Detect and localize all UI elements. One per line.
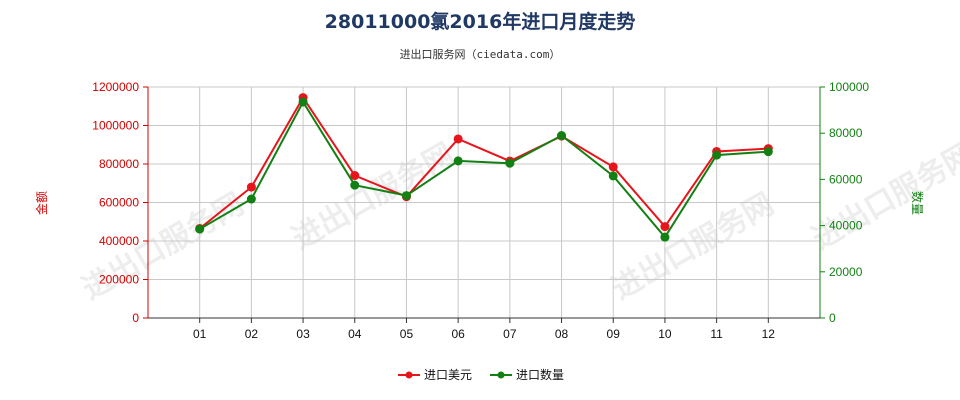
y-right-tick-label: 0	[829, 311, 836, 325]
x-tick-label: 07	[503, 327, 517, 341]
series-point-2	[763, 147, 773, 157]
legend-marker	[497, 371, 505, 379]
y-left-tick-label: 0	[132, 311, 139, 325]
legend-marker	[405, 371, 413, 379]
x-tick-label: 01	[193, 327, 207, 341]
y-right-tick-label: 20000	[829, 265, 863, 279]
y-left-tick-label: 600000	[99, 196, 139, 210]
x-tick-label: 06	[451, 327, 465, 341]
chart-title: 28011000氯2016年进口月度走势	[325, 10, 636, 33]
y-left-tick-label: 1200000	[92, 80, 139, 94]
series-point-2	[557, 131, 567, 141]
series-point-1	[453, 134, 463, 144]
y-right-tick-label: 100000	[829, 80, 869, 94]
series-line-1	[199, 95, 769, 230]
y-right-tick-label: 40000	[829, 219, 863, 233]
chart-subtitle: 进出口服务网（ciedata.com）	[400, 47, 561, 61]
x-tick-label: 04	[348, 327, 362, 341]
series-point-2	[660, 232, 670, 242]
x-tick-label: 03	[296, 327, 310, 341]
y-left-tick-label: 800000	[99, 157, 139, 171]
legend-label: 进口美元	[424, 368, 472, 382]
watermark-text: 进出口服务网	[807, 137, 960, 257]
series-point-2	[453, 156, 463, 166]
legend-item: 进口美元	[398, 368, 472, 382]
tick-labels: 0200000400000600000800000100000012000000…	[92, 80, 869, 341]
series-point-1	[350, 171, 360, 181]
series-point-2	[712, 150, 722, 160]
y-left-tick-label: 400000	[99, 234, 139, 248]
series-point-1	[608, 162, 618, 172]
watermark-text: 进出口服务网	[607, 187, 780, 307]
y-right-tick-label: 60000	[829, 172, 863, 186]
axes	[143, 86, 825, 323]
watermark-text: 进出口服务网	[287, 137, 460, 257]
y-left-tick-label: 1000000	[92, 119, 139, 133]
series-point-2	[298, 97, 308, 107]
y-right-tick-label: 80000	[829, 126, 863, 140]
series-line-2	[199, 100, 769, 239]
series-point-1	[660, 222, 670, 232]
series-point-2	[608, 171, 618, 181]
x-tick-label: 11	[710, 327, 723, 341]
x-tick-label: 10	[658, 327, 672, 341]
series-point-2	[195, 224, 205, 234]
y-axis-right-title: 数量	[910, 191, 925, 215]
series-point-2	[401, 191, 411, 201]
legend-label: 进口数量	[516, 367, 564, 382]
series-point-2	[246, 194, 256, 204]
x-tick-label: 12	[762, 327, 776, 341]
series-point-1	[246, 182, 256, 192]
legend-item: 进口数量	[490, 367, 564, 382]
series-point-2	[350, 180, 360, 190]
y-left-tick-label: 200000	[99, 273, 139, 287]
series-layer	[195, 93, 773, 242]
series-point-2	[505, 158, 515, 168]
legend: 进口美元 进口数量	[398, 367, 564, 382]
x-tick-label: 09	[607, 327, 621, 341]
x-tick-label: 05	[400, 327, 414, 341]
x-tick-label: 08	[555, 327, 569, 341]
x-tick-label: 02	[245, 327, 259, 341]
y-axis-left-title: 金额	[34, 191, 49, 215]
